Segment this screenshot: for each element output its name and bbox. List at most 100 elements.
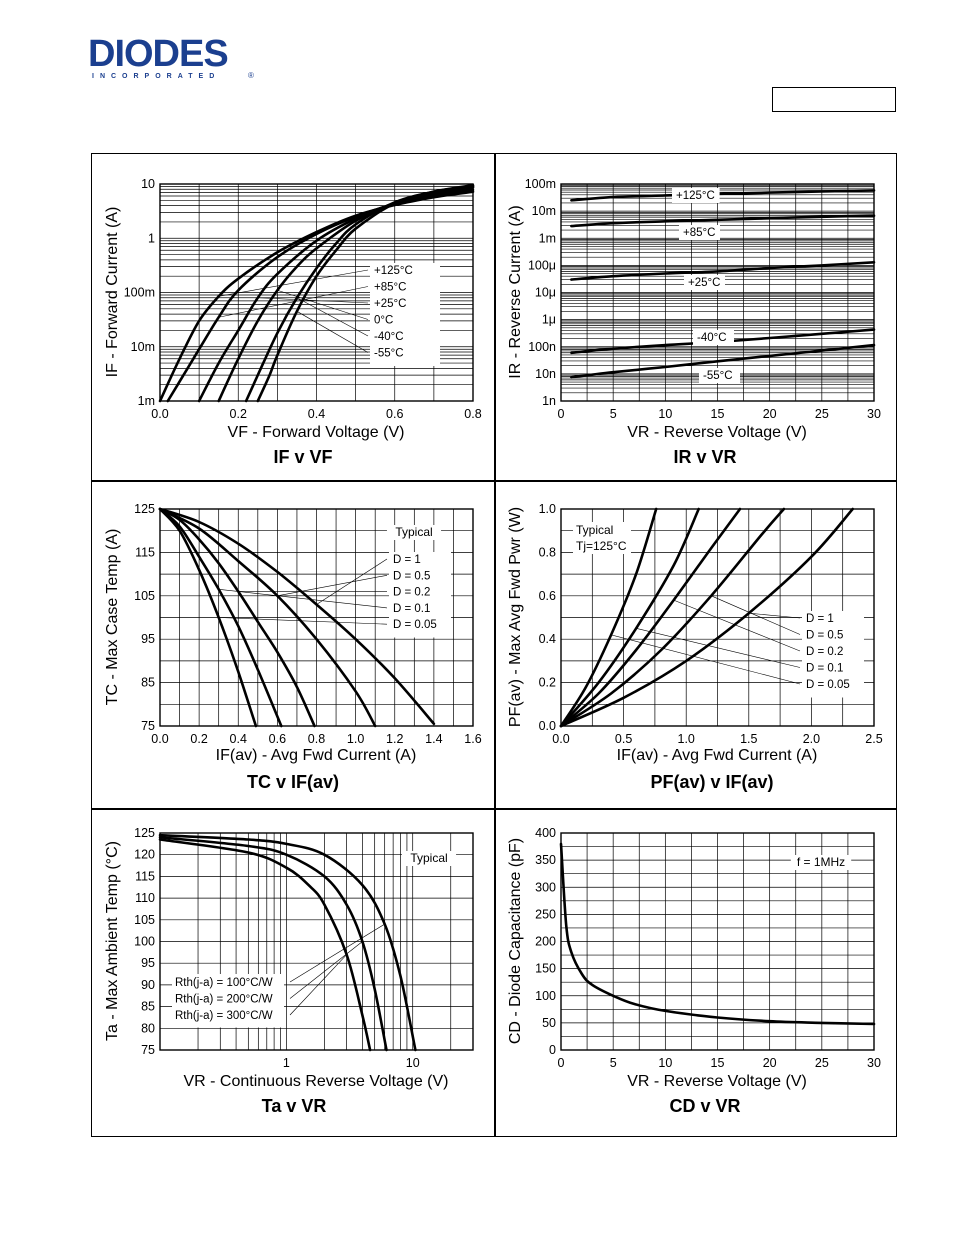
chart-tc-if: 0.0 0.2 0.4 0.6 0.8 1.0 1.2 1.4 1.6 75 85 95 105 115 1… <box>104 502 482 792</box>
series-curve-3 <box>158 838 372 1052</box>
y-tick-label: 10n <box>535 367 556 381</box>
x-tick-label: 2.5 <box>865 732 882 746</box>
x-axis-title: VF - Forward Voltage (V) <box>228 424 405 441</box>
y-tick-label: 350 <box>535 853 556 867</box>
y-tick-label: 100n <box>528 340 556 354</box>
series-label: +125°C <box>676 190 715 202</box>
legend-leader-line <box>711 595 801 635</box>
y-tick-label: 100 <box>134 935 155 949</box>
x-tick-label: 1.2 <box>386 732 403 746</box>
legend-label: D = 1 <box>393 554 421 566</box>
legend-label: D = 0.2 <box>806 646 843 658</box>
x-tick-label: 0.2 <box>190 732 207 746</box>
x-axis-title: VR - Continuous Reverse Voltage (V) <box>183 1073 448 1090</box>
y-tick-label: 100m <box>525 177 556 191</box>
y-axis-title: IF - Forward Current (A) <box>104 207 121 378</box>
y-tick-label: 120 <box>134 848 155 862</box>
y-tick-label: 0.2 <box>539 676 556 690</box>
x-tick-label: 25 <box>815 407 829 421</box>
annotation-bg <box>790 855 852 870</box>
y-tick-label: 100 <box>535 989 556 1003</box>
x-tick-label: 5 <box>610 407 617 421</box>
legend-label: D = 0.05 <box>806 679 850 691</box>
logo-registered-mark: ® <box>248 71 254 80</box>
x-tick-label: 20 <box>763 1056 777 1070</box>
x-tick-label: 0.4 <box>230 732 247 746</box>
y-tick-label: 0.4 <box>539 632 556 646</box>
y-tick-label: 125 <box>134 502 155 516</box>
series-curve-1 <box>559 507 854 728</box>
x-tick-label: 0.0 <box>151 407 168 421</box>
x-tick-label: 0.4 <box>308 407 325 421</box>
annotation-bg <box>386 525 442 540</box>
y-tick-label: 200 <box>535 935 556 949</box>
chart-title: IF v VF <box>273 447 332 467</box>
x-axis-title: VR - Reverse Voltage (V) <box>627 1073 807 1090</box>
plot-frame <box>560 832 875 1051</box>
x-axis-title: IF(av) - Avg Fwd Current (A) <box>617 747 818 764</box>
series-curve-3 <box>559 507 742 728</box>
y-tick-label: 10 <box>141 177 155 191</box>
x-tick-label: 30 <box>867 407 881 421</box>
legend-leader-line <box>296 297 369 337</box>
y-tick-label: 300 <box>535 880 556 894</box>
diodes-logo: DIODES INCORPORATED ® <box>88 34 254 80</box>
legend-leader-line <box>289 923 385 983</box>
y-tick-label: 0.6 <box>539 589 556 603</box>
x-tick-label: 1.4 <box>425 732 442 746</box>
part-number-box <box>772 87 896 112</box>
y-tick-label: 115 <box>135 545 155 559</box>
legend-label: D = 0.2 <box>393 587 430 599</box>
legend-label: D = 0.5 <box>806 630 843 642</box>
legend-leader-line <box>636 628 801 668</box>
x-tick-label: 0.2 <box>230 407 247 421</box>
series-curve-2 <box>559 507 786 728</box>
grid-divider-horizontal-1 <box>92 480 896 482</box>
x-tick-label: 30 <box>867 1056 881 1070</box>
series-curve-1 <box>158 507 436 726</box>
chart-title: Ta v VR <box>262 1096 327 1116</box>
y-axis-title: PF(av) - Max Avg Fwd Pwr (W) <box>507 507 524 727</box>
legend-leader-line <box>218 269 369 297</box>
x-tick-label: 5 <box>610 1056 617 1070</box>
x-tick-label: 0.8 <box>308 732 325 746</box>
y-tick-label: 85 <box>141 676 155 690</box>
legend-leader-line <box>611 634 801 685</box>
series-curve-1 <box>158 833 417 1052</box>
x-tick-label: 25 <box>815 1056 829 1070</box>
grid-divider-vertical <box>494 154 496 1136</box>
y-tick-label: 1m <box>138 394 155 408</box>
y-tick-label: 0.0 <box>539 719 556 733</box>
legend-label: +25°C <box>374 298 406 310</box>
y-tick-label: 105 <box>134 589 155 603</box>
chart-annotation: Typical <box>395 525 432 539</box>
legend-leader-line <box>289 954 347 1016</box>
legend-label: D = 0.1 <box>806 663 843 675</box>
y-tick-label: 100m <box>124 286 155 300</box>
chart-title: TC v IF(av) <box>247 772 339 792</box>
legend-label: 0°C <box>374 315 393 327</box>
logo-wordmark: DIODES <box>88 34 228 75</box>
legend-label: D = 0.5 <box>393 570 430 582</box>
x-tick-label: 1.6 <box>464 732 481 746</box>
annotation-bg <box>573 538 631 554</box>
x-tick-label: 0.0 <box>552 732 569 746</box>
x-tick-label: 1 <box>283 1056 290 1070</box>
x-tick-label: 10 <box>658 1056 672 1070</box>
y-tick-label: 105 <box>134 913 155 927</box>
y-tick-label: 0.8 <box>539 545 556 559</box>
y-tick-label: 110 <box>135 891 155 905</box>
y-tick-label: 125 <box>134 826 155 840</box>
legend-leader-line <box>673 599 801 652</box>
chart-grid <box>91 153 897 1137</box>
chart-pf-if: 0.0 0.5 1.0 1.5 2.0 2.50.00.20.40.60.81.0IF(a… <box>507 502 883 792</box>
series-label-bg <box>699 368 740 383</box>
annotation-bg <box>573 522 631 538</box>
y-tick-label: 250 <box>535 907 556 921</box>
x-tick-label: 15 <box>711 407 725 421</box>
chart-annotation: Tj=125°C <box>576 539 627 553</box>
x-tick-label: 2.0 <box>803 732 820 746</box>
series-label-bg <box>693 330 734 345</box>
x-tick-label: 0.0 <box>151 732 168 746</box>
